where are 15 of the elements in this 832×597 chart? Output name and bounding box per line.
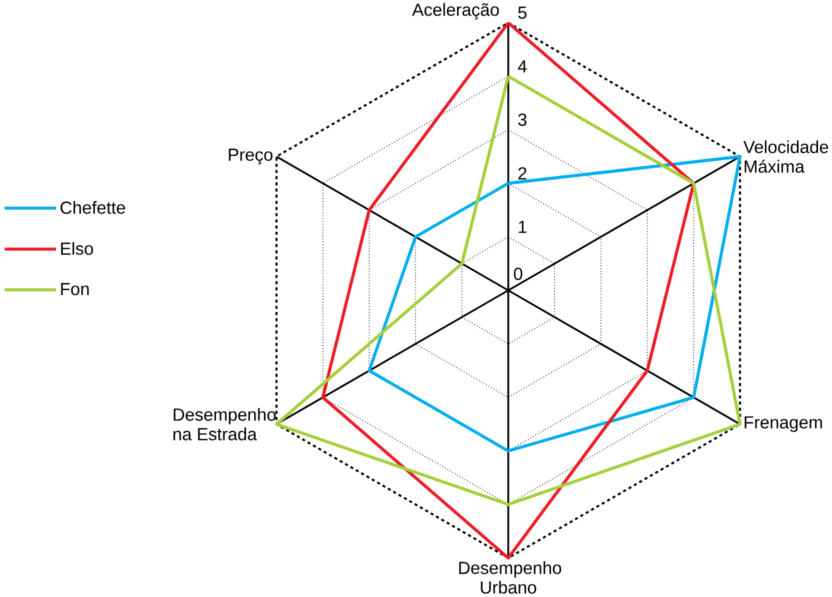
spoke-label: Aceleração	[412, 3, 499, 20]
spoke-label: Desempenho na Estrada	[174, 408, 276, 440]
legend-label: Fon	[61, 283, 89, 296]
y-tick-label: 4	[518, 60, 527, 72]
y-tick-label: 3	[518, 114, 526, 126]
spoke-label: Velocidade Máxima	[743, 140, 828, 173]
legend-label: Elso	[61, 242, 93, 255]
y-tick-label: 5	[518, 6, 527, 19]
spoke-label: Desempenho Urbano	[459, 561, 562, 594]
spoke-label: Preço	[228, 148, 272, 165]
legend-label: Chefette	[60, 201, 126, 214]
y-tick-label: 2	[518, 167, 526, 180]
y-tick-label: 1	[518, 221, 526, 234]
spoke-label: Frenagem	[744, 416, 822, 432]
y-tick-label: 0	[514, 268, 522, 280]
